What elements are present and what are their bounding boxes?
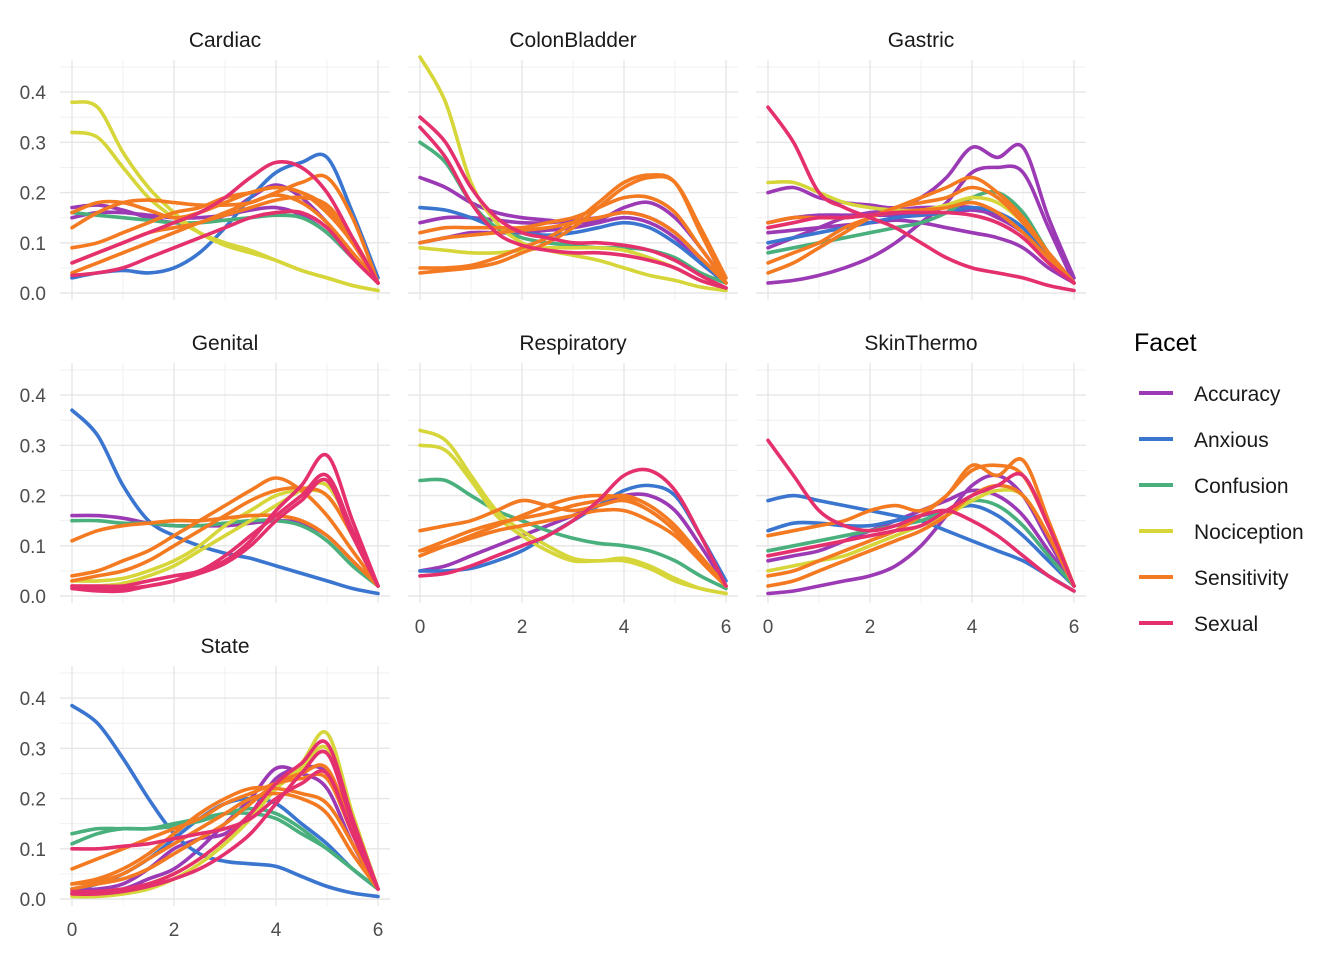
density-line-sensitivity: [70, 772, 380, 891]
density-line-sexual: [70, 749, 380, 896]
density-line-nociception: [418, 443, 728, 596]
x-tick-label: 6: [721, 617, 732, 638]
density-line-anxious: [70, 703, 380, 899]
density-line-anxious: [418, 205, 728, 285]
density-line-sexual: [70, 769, 380, 891]
density-line-sensitivity: [70, 485, 380, 588]
density-line-sexual: [70, 159, 380, 285]
y-tick-label: 0.1: [20, 537, 46, 558]
density-line-sexual: [418, 115, 728, 290]
density-line-sexual: [418, 467, 728, 588]
density-line-sensitivity: [418, 194, 728, 285]
density-line-sexual: [418, 125, 728, 290]
density-line-sensitivity: [70, 785, 380, 891]
legend-title: Facet: [1134, 329, 1197, 357]
x-tick-label: 6: [1069, 617, 1080, 638]
legend-label-anxious: Anxious: [1194, 429, 1269, 452]
panel-gastric: Gastric: [756, 29, 1086, 300]
density-line-sensitivity: [70, 195, 380, 285]
density-line-nociception: [70, 481, 380, 588]
y-tick-label: 0.3: [20, 739, 46, 760]
legend-label-accuracy: Accuracy: [1194, 383, 1281, 406]
y-tick-label: 0.4: [20, 689, 47, 710]
density-line-sexual: [766, 210, 1076, 285]
panel-cardiac: Cardiac 0.0 0.1 0.2 0.3 0.4: [20, 29, 390, 305]
density-line-sensitivity: [766, 175, 1076, 285]
density-line-sensitivity: [766, 457, 1076, 588]
density-line-nociception: [418, 428, 728, 596]
y-tick-label: 0.4: [20, 386, 47, 407]
y-tick-label: 0.3: [20, 436, 46, 457]
density-line-anxious: [766, 205, 1076, 285]
y-tick-label: 0.1: [20, 234, 46, 255]
density-line-sensitivity: [418, 507, 728, 588]
y-tick-label: 0.0: [20, 890, 46, 911]
y-tick-label: 0.0: [20, 284, 46, 305]
x-tick-label: 2: [517, 617, 528, 638]
x-tick-label: 4: [619, 617, 630, 638]
x-tick-label: 0: [415, 617, 426, 638]
y-tick-label: 0.2: [20, 184, 46, 205]
legend-label-sexual: Sexual: [1194, 613, 1258, 636]
density-line-nociception: [418, 55, 728, 293]
density-line-sensitivity: [418, 210, 728, 285]
density-line-sensitivity: [70, 476, 380, 588]
density-line-sensitivity: [70, 513, 380, 588]
density-line-sexual: [766, 471, 1076, 588]
panel-genital: Genital 0.0 0.1 0.2 0.3 0.4: [20, 332, 390, 608]
panel-title: Respiratory: [519, 332, 627, 355]
y-tick-label: 0.2: [20, 790, 46, 811]
density-line-sexual: [70, 452, 380, 591]
density-line-anxious: [70, 408, 380, 596]
density-line-sexual: [70, 477, 380, 594]
legend: Facet Accuracy Anxious Confusion Nociception…: [1134, 329, 1304, 636]
panel-title: ColonBladder: [509, 29, 636, 52]
panel-title: Genital: [192, 332, 259, 355]
density-line-sexual: [766, 105, 1076, 293]
panel-title: Gastric: [888, 29, 955, 52]
legend-label-confusion: Confusion: [1194, 475, 1289, 498]
density-line-sensitivity: [418, 493, 728, 588]
x-tick-label: 4: [967, 617, 978, 638]
panel-title: SkinThermo: [864, 332, 977, 355]
y-tick-label: 0.4: [20, 83, 47, 104]
legend-label-sensitivity: Sensitivity: [1194, 567, 1289, 590]
density-line-sexual: [70, 209, 380, 285]
density-line-sensitivity: [70, 791, 380, 891]
density-line-nociception: [70, 130, 380, 293]
density-line-confusion: [70, 210, 380, 285]
density-line-sensitivity: [418, 493, 728, 588]
density-line-nociception: [70, 730, 380, 899]
y-tick-label: 0.1: [20, 840, 46, 861]
density-line-sensitivity: [766, 483, 1076, 588]
panel-state: State 0.0 0.1 0.2 0.3 0.4 0 2 4 6: [20, 635, 390, 941]
x-tick-label: 0: [763, 617, 774, 638]
x-tick-label: 2: [169, 920, 180, 941]
density-line-sensitivity: [70, 763, 380, 891]
density-line-confusion: [70, 518, 380, 588]
density-line-sexual: [70, 472, 380, 589]
panel-skinthermo: SkinThermo 0 2 4 6: [756, 332, 1086, 638]
x-tick-label: 0: [67, 920, 78, 941]
panel-title: State: [200, 635, 249, 658]
y-tick-label: 0.2: [20, 487, 46, 508]
legend-label-nociception: Nociception: [1194, 521, 1304, 544]
y-tick-label: 0.3: [20, 133, 46, 154]
panel-respiratory: Respiratory 0 2 4 6: [408, 332, 738, 638]
density-line-sexual: [70, 739, 380, 894]
density-line-confusion: [766, 498, 1076, 588]
density-line-sexual: [766, 438, 1076, 593]
x-tick-label: 4: [271, 920, 282, 941]
panel-title: Cardiac: [189, 29, 261, 52]
density-line-sensitivity: [70, 173, 380, 285]
density-line-confusion: [418, 477, 728, 591]
density-line-sensitivity: [766, 185, 1076, 285]
y-tick-label: 0.0: [20, 587, 46, 608]
panel-colonbladder: ColonBladder: [408, 29, 738, 300]
x-tick-label: 2: [865, 617, 876, 638]
x-tick-label: 6: [373, 920, 384, 941]
